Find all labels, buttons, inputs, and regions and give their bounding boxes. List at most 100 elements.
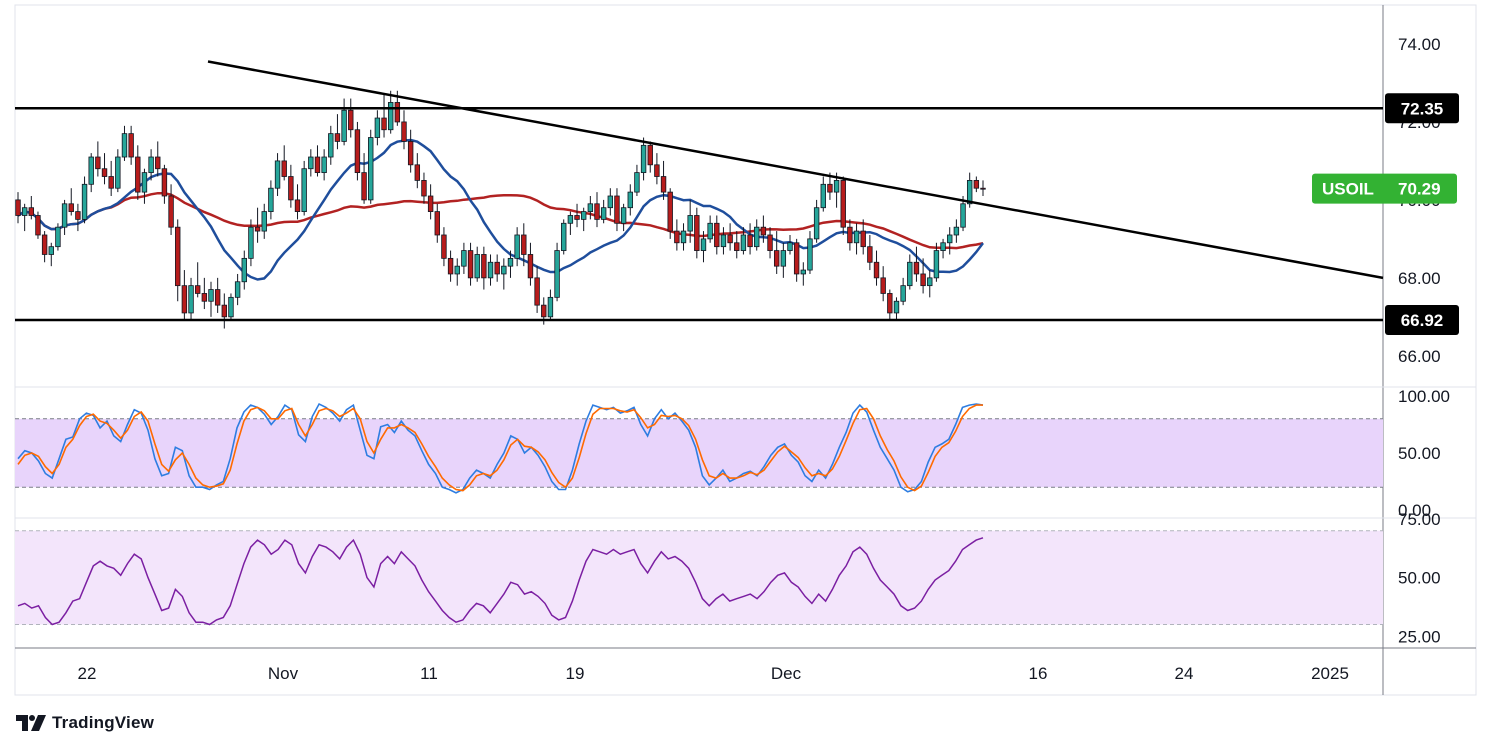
price-pane[interactable]	[15, 60, 1384, 329]
candle-body	[680, 230, 687, 244]
candle	[920, 258, 926, 294]
candle	[361, 153, 367, 204]
candle	[188, 277, 194, 321]
candle-body	[554, 250, 560, 298]
candle-body	[647, 144, 653, 166]
candle	[15, 192, 21, 224]
candle	[194, 262, 201, 298]
candle	[980, 180, 986, 196]
level-price-label: 72.35	[1401, 99, 1444, 118]
candle-body	[314, 156, 321, 174]
candle	[694, 207, 700, 259]
candle	[108, 160, 114, 196]
time-tick-label: 22	[78, 664, 97, 683]
candle-body	[900, 285, 906, 302]
candle	[740, 227, 747, 255]
time-tick-label: 16	[1029, 664, 1048, 683]
candle-body	[401, 121, 407, 142]
candle-body	[454, 265, 460, 275]
outer-border	[14, 4, 1477, 696]
candle	[913, 246, 920, 282]
candle-body	[461, 250, 467, 267]
candle-body	[481, 254, 487, 279]
candle	[314, 145, 321, 177]
candle-body	[614, 195, 620, 224]
candle-body	[960, 203, 966, 228]
candle	[135, 145, 141, 200]
candle	[354, 121, 361, 181]
candle-body	[421, 180, 427, 197]
axes: 74.0072.0070.0068.0066.0022Nov1119Dec162…	[78, 35, 1459, 683]
candle	[254, 207, 261, 243]
symbol-price-tag	[1312, 173, 1457, 204]
candle-body	[155, 156, 161, 170]
candle-body	[727, 234, 733, 244]
candle	[714, 215, 720, 255]
candle	[274, 153, 281, 196]
candle	[933, 242, 940, 282]
candle-body	[494, 261, 500, 275]
candle-body	[734, 242, 740, 251]
candle	[880, 266, 886, 302]
price-tick-label: 66.00	[1398, 347, 1441, 366]
candle	[35, 211, 41, 239]
candle-body	[827, 183, 833, 193]
candle-body	[254, 226, 261, 232]
candle	[587, 196, 594, 220]
candle	[534, 266, 540, 313]
candle	[807, 231, 813, 274]
candle-body	[973, 180, 980, 189]
stochastic-pane[interactable]	[15, 402, 1383, 494]
candle	[447, 250, 454, 282]
candle	[175, 219, 181, 302]
candle-body	[980, 187, 986, 190]
candle-body	[527, 254, 534, 279]
candle-body	[720, 234, 727, 248]
candle-body	[574, 215, 580, 220]
candle	[634, 164, 640, 196]
tradingview-logo[interactable]: TradingView	[16, 712, 154, 734]
candle	[328, 125, 334, 165]
candle	[907, 254, 913, 290]
candle-body	[507, 257, 514, 267]
candle	[454, 258, 460, 286]
candle	[793, 238, 800, 282]
candle-body	[101, 168, 108, 177]
candle-body	[567, 215, 574, 224]
candle-body	[68, 203, 74, 212]
candle-body	[121, 133, 128, 158]
candle-body	[141, 172, 148, 193]
candle-body	[707, 222, 713, 240]
candle-body	[321, 156, 327, 174]
candle-body	[414, 164, 421, 181]
candle	[494, 254, 500, 282]
candle	[387, 90, 394, 134]
candle-body	[88, 156, 94, 185]
candle	[554, 242, 560, 302]
stochastic-line	[17, 404, 983, 492]
candle-body	[434, 211, 440, 236]
candle-body	[501, 265, 507, 275]
candle	[487, 254, 494, 286]
candle	[674, 219, 680, 251]
candle	[221, 293, 228, 329]
candle	[155, 141, 161, 177]
candle-body	[760, 226, 767, 236]
candle	[547, 289, 554, 321]
candle-body	[813, 207, 820, 240]
candle-body	[194, 285, 201, 294]
candle	[620, 203, 627, 232]
candle	[594, 192, 600, 228]
candle	[660, 160, 667, 200]
candle-body	[161, 168, 168, 197]
candle	[787, 234, 793, 255]
candle	[68, 188, 74, 216]
candle	[474, 246, 480, 282]
candle-body	[660, 176, 667, 193]
rsi-pane[interactable]	[15, 530, 1383, 626]
candle-body	[740, 234, 747, 251]
candle-body	[374, 117, 381, 138]
candle-body	[181, 285, 188, 314]
rsi-tick-label: 75.00	[1398, 510, 1441, 529]
